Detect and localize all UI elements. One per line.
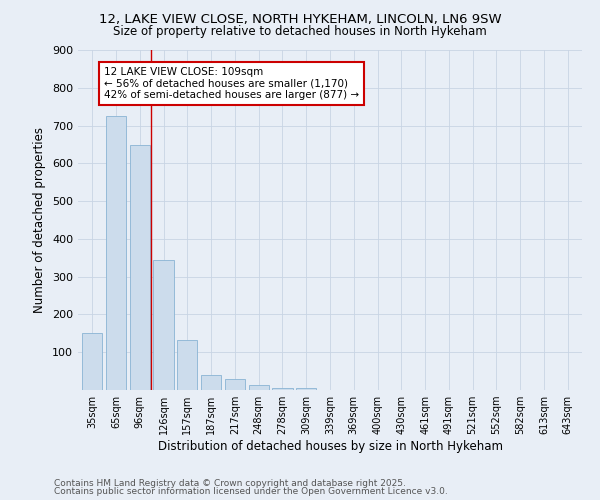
Text: Contains HM Land Registry data © Crown copyright and database right 2025.: Contains HM Land Registry data © Crown c… — [54, 478, 406, 488]
Text: 12 LAKE VIEW CLOSE: 109sqm
← 56% of detached houses are smaller (1,170)
42% of s: 12 LAKE VIEW CLOSE: 109sqm ← 56% of deta… — [104, 67, 359, 100]
Y-axis label: Number of detached properties: Number of detached properties — [34, 127, 46, 313]
Bar — [177, 340, 197, 390]
X-axis label: Distribution of detached houses by size in North Hykeham: Distribution of detached houses by size … — [157, 440, 503, 453]
Bar — [248, 386, 269, 390]
Text: 12, LAKE VIEW CLOSE, NORTH HYKEHAM, LINCOLN, LN6 9SW: 12, LAKE VIEW CLOSE, NORTH HYKEHAM, LINC… — [98, 12, 502, 26]
Text: Contains public sector information licensed under the Open Government Licence v3: Contains public sector information licen… — [54, 487, 448, 496]
Bar — [225, 378, 245, 390]
Bar — [82, 334, 103, 390]
Bar — [201, 375, 221, 390]
Bar — [106, 116, 126, 390]
Bar — [154, 260, 173, 390]
Bar — [130, 145, 150, 390]
Bar — [272, 388, 293, 390]
Text: Size of property relative to detached houses in North Hykeham: Size of property relative to detached ho… — [113, 25, 487, 38]
Bar — [296, 388, 316, 390]
